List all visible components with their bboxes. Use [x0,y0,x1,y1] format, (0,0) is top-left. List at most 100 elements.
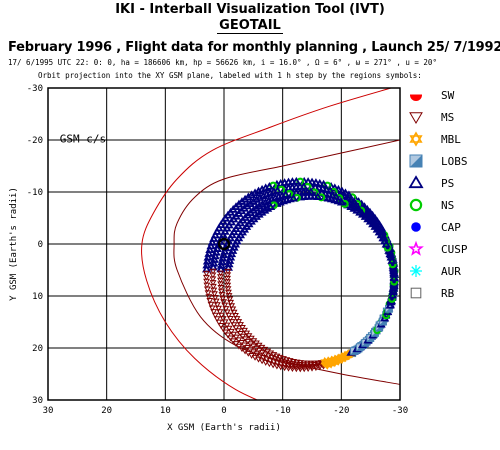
orbit-point-ps [240,194,250,203]
orbit-point-ms [211,294,219,301]
orbit-point-ms [230,309,238,316]
legend-label-lobs: LOBS [441,155,468,168]
square-outline-icon [410,287,422,299]
orbit-point-ms [207,301,215,308]
x-tick-label: 30 [43,406,54,416]
orbit-point-ms [228,303,236,310]
orbit-point-ms [210,287,218,294]
x-tick-label: 0 [221,406,226,416]
orbit-point-ms [225,293,233,300]
orbit-point-ms [224,268,232,275]
orbit-point-ms [230,322,238,329]
orbit-point-ms [208,305,216,312]
orbit-point-ms [310,360,318,367]
y-tick-label: 30 [32,396,43,406]
orbit-point-ms [215,319,223,326]
orbit-point-ms [229,338,237,345]
orbit-point-ms [213,316,221,323]
orbit-point-ps [245,199,255,207]
triangle-up-outline-icon [408,175,424,189]
y-tick-label: -30 [27,84,43,94]
asterisk-icon [410,265,422,277]
orbit-point-ps [254,201,264,210]
y-tick-label: 0 [38,240,43,250]
orbit-point-ms [209,280,217,286]
orbit-point-ms [213,302,221,309]
orbit-point-ms [233,316,241,323]
orbit-point-ps [281,189,291,198]
orbit-point-ms [219,326,227,333]
orbit-point-ms [223,309,231,316]
orbit-point-ms [296,360,304,367]
orbit-point-ps [251,203,261,212]
orbit-point-ps [242,201,252,210]
orbit-point-ps [267,194,277,203]
y-axis-label: Y GSM (Earth's radii) [9,187,19,301]
orbit-point-ps [272,185,283,194]
orbit-point-ms [224,332,232,339]
x-tick-label: 20 [101,406,112,416]
orbit-point-ms [215,305,223,312]
x-tick-label: -10 [275,406,291,416]
orbit-point-ms [212,298,220,305]
orbit-point-ps [264,196,274,205]
orbit-point-ms [303,362,311,369]
orbit-point-ps [255,193,265,201]
orbit-point-ps [261,183,271,192]
orbit-point-ps [277,190,287,199]
orbit-point-ps [248,205,258,214]
orbit-point-ms [232,325,240,332]
orbit-point-ms [209,283,217,290]
orbit-point-ps [389,283,399,292]
orbit-point-ms [307,360,315,367]
orbit-point-ps [257,184,267,193]
orbit-point-ms [232,334,240,341]
orbit-point-ps [245,208,256,216]
orbit-point-ms [303,360,311,367]
orbit-point-ms [206,298,214,304]
orbit-point-ps [270,193,280,202]
orbit-point-ms [227,299,235,306]
orbit-point-ms [281,365,289,372]
orbit-point-ps [250,188,260,197]
orbit-point-ms [292,361,300,368]
orbit-point-ms [222,306,230,312]
orbit-point-ps [263,203,273,212]
orbit-point-ms [307,362,315,369]
orbit-point-ms [221,319,229,326]
x-tick-label: -30 [392,406,408,416]
orbit-point-ns [388,260,397,269]
orbit-point-ms [217,285,225,291]
orbit-point-ps [262,189,272,198]
chart-subtitle: February 1996 , Flight data for monthly … [8,40,500,55]
orbit-point-ps [223,210,233,219]
legend-label-ms: MS [441,111,454,124]
orbit-point-ms [204,290,212,297]
legend-label-ns: NS [441,199,454,212]
orbit-point-ps [266,202,276,210]
legend-label-aur: AUR [441,265,461,278]
orbit-point-ms [209,272,217,279]
star-outline-icon [408,240,424,256]
orbit-point-ms [234,328,242,335]
orbit-point-ms [226,296,234,303]
orbit-point-ps [252,195,262,203]
orbit-point-ps [225,207,236,216]
orbit-point-ms [217,288,225,295]
legend-label-sw: SW [441,89,455,102]
orbit-point-ns [317,193,326,202]
orbit-point-ms [216,309,224,316]
y-tick-label: 20 [32,344,43,354]
y-tick-label: 10 [32,292,43,302]
orbit-point-ms [203,282,211,289]
orbit-point-ps [243,210,253,219]
orbit-point-ps [253,186,264,195]
orbit-point-ps [229,214,239,223]
orbit-point-ms [203,286,211,293]
orbit-point-ps [234,199,244,208]
orbit-point-ms [226,315,234,322]
orbit-point-ms [223,322,231,329]
orbit-point-ms [217,270,225,277]
orbit-point-ps [269,187,279,195]
